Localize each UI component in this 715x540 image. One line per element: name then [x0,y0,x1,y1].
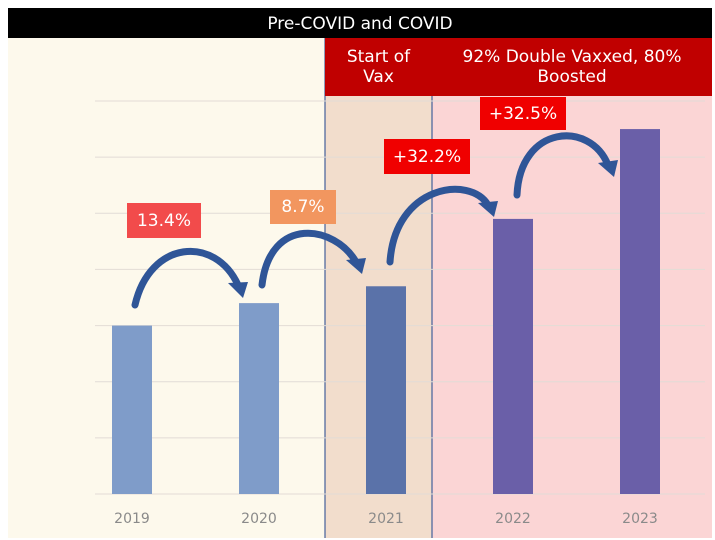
annotation: 13.4% [127,203,201,238]
arrow-head [346,258,366,274]
bar [620,129,660,495]
bar [493,218,533,494]
bar [112,325,152,494]
annotation: +32.2% [384,139,470,174]
arrow-heads [228,160,618,298]
arrows [131,132,612,309]
arrow [386,185,492,266]
bar [366,286,406,494]
x-tick-label: 2019 [114,511,150,527]
arrow-head [478,201,498,217]
annotation: +32.5% [480,97,566,130]
boosted-bg [432,38,712,538]
region-label: 92% Double Vaxxed, 80% Boosted [432,38,712,96]
region-label: Start of Vax [325,38,432,96]
x-tick-label: 2023 [622,511,658,527]
annotation: 8.7% [270,190,336,224]
arrow [131,247,242,309]
x-tick-label: 2022 [495,511,531,527]
arrow-head [598,160,618,177]
chart-title: Pre-COVID and COVID [267,14,452,34]
arrow [513,132,612,199]
title-bar [8,8,712,38]
arrow-head [228,282,248,298]
x-tick-label: 2021 [368,511,404,527]
bar [239,303,279,494]
x-tick-label: 2020 [241,511,277,527]
arrow [258,229,360,289]
